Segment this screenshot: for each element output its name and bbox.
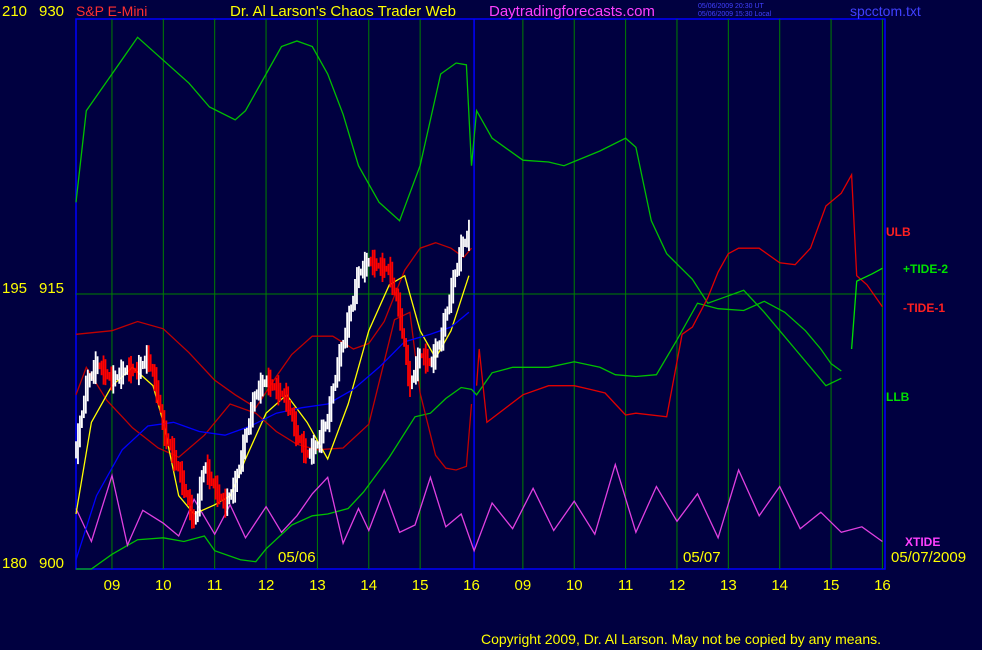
hour-tick-label: 15	[823, 577, 840, 594]
date-day2: 05/07	[683, 549, 721, 566]
hour-tick-label: 09	[515, 577, 532, 594]
right-scale-mid: 915	[39, 280, 65, 297]
series--tide-1	[475, 172, 883, 424]
left-scale-mid: 195	[2, 280, 28, 297]
label-llb: LLB	[886, 390, 910, 404]
hour-tick-label: 13	[309, 577, 326, 594]
hour-tick-label: 13	[720, 577, 737, 594]
label-xtide: XTIDE	[905, 535, 941, 549]
hour-tick-label: 16	[463, 577, 480, 594]
right-scale-bottom: 900	[39, 555, 65, 572]
series--tide-2	[850, 267, 883, 350]
series-ma-fast	[75, 274, 470, 515]
chart-title: Dr. Al Larson's Chaos Trader Web	[230, 3, 457, 20]
series-ulb	[75, 36, 842, 387]
timestamp-local: 05/06/2009 15:30 Local	[698, 11, 772, 18]
series-llb-inner	[75, 311, 473, 471]
hour-tick-label: 09	[104, 577, 121, 594]
left-scale-top: 210	[2, 3, 28, 20]
hour-tick-label: 14	[360, 577, 377, 594]
right-scale-top: 930	[39, 3, 65, 20]
hour-tick-label: 10	[566, 577, 583, 594]
instrument-label: S&P E-Mini	[76, 3, 148, 19]
hour-tick-label: 11	[618, 577, 634, 594]
series-ma-slow	[75, 311, 470, 560]
series-ulb-inner	[75, 242, 472, 409]
date-end: 05/07/2009	[891, 549, 967, 566]
hour-tick-label: 10	[155, 577, 172, 594]
label-tide1: -TIDE-1	[903, 301, 945, 315]
data-filename: spcctom.txt	[850, 3, 921, 19]
site-name: Daytradingforecasts.com	[489, 3, 655, 20]
hour-tick-label: 12	[258, 577, 275, 594]
series-llb	[76, 300, 842, 570]
hour-tick-label: 15	[412, 577, 429, 594]
timestamp-ut: 05/06/2009 20:30 UT	[698, 3, 764, 10]
label-tide2: +TIDE-2	[903, 262, 949, 276]
series-xtide	[75, 462, 883, 553]
label-ulb: ULB	[886, 225, 911, 239]
date-day1: 05/06	[278, 549, 316, 566]
hour-tick-label: 12	[669, 577, 686, 594]
hour-tick-label: 11	[207, 577, 223, 594]
hour-tick-label: 16	[874, 577, 891, 594]
copyright: Copyright 2009, Dr. Al Larson. May not b…	[481, 631, 882, 647]
left-scale-bottom: 180	[2, 555, 28, 572]
hour-tick-label: 14	[771, 577, 788, 594]
